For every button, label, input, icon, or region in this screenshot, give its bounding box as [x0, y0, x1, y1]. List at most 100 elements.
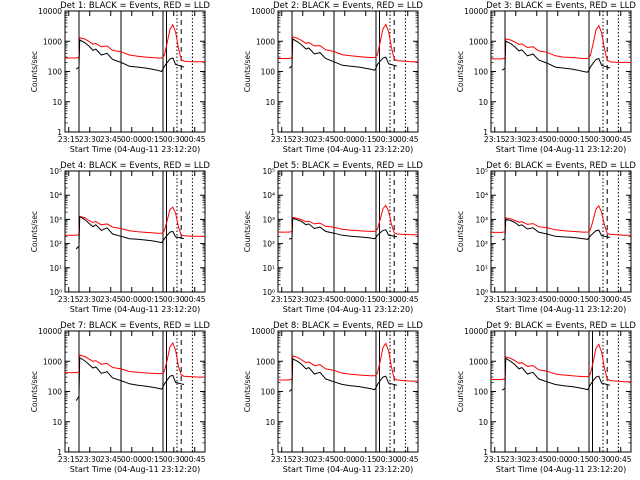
- y-tick-label: 10: [265, 98, 275, 107]
- panel-title: Det 5: BLACK = Events, RED = LLD: [273, 161, 423, 171]
- series-events-black: [288, 38, 398, 71]
- x-tick-label: 23:45: [526, 295, 548, 304]
- series-lld-red: [491, 204, 631, 236]
- plot-frame: [490, 330, 632, 453]
- plot-frame: [277, 10, 419, 133]
- y-tick-label: 10³: [475, 215, 488, 224]
- x-tick-label: 23:45: [100, 135, 122, 144]
- y-tick-label: 10⁰: [475, 288, 488, 297]
- y-tick-label: 10: [478, 98, 488, 107]
- x-tick-label: 00:15: [355, 135, 377, 144]
- x-axis-label: Start Time (04-Aug-11 23:12:20): [70, 145, 201, 154]
- y-tick-label: 10000: [251, 327, 275, 336]
- panel-det-5: Det 5: BLACK = Events, RED = LLD 10⁰ 10¹ 10…: [243, 161, 423, 314]
- panel-title: Det 8: BLACK = Events, RED = LLD: [273, 321, 423, 331]
- x-tick-label: 00:45: [184, 455, 206, 464]
- x-tick-label: 23:45: [100, 295, 122, 304]
- x-tick-label: 23:30: [292, 455, 314, 464]
- x-tick-label: 23:30: [505, 455, 527, 464]
- x-tick-label: 00:00: [121, 455, 143, 464]
- y-tick-label: 10²: [475, 240, 488, 249]
- x-axis-label: Start Time (04-Aug-11 23:12:20): [283, 305, 414, 314]
- x-tick-label: 00:00: [334, 135, 356, 144]
- panel-title: Det 3: BLACK = Events, RED = LLD: [486, 1, 636, 11]
- x-tick-label: 00:30: [163, 135, 185, 144]
- panel-title: Det 9: BLACK = Events, RED = LLD: [486, 321, 636, 331]
- x-tick-label: 00:15: [142, 295, 164, 304]
- y-tick-label: 10000: [464, 7, 488, 16]
- x-tick-label: 00:45: [610, 135, 632, 144]
- y-tick-label: 100: [474, 388, 489, 397]
- y-axis-label: Counts/sec: [243, 51, 252, 92]
- x-tick-label: 23:45: [526, 135, 548, 144]
- y-tick-label: 1000: [43, 357, 62, 366]
- panel-det-8: Det 8: BLACK = Events, RED = LLD 1 10 100 10…: [243, 321, 423, 474]
- series-lld-red: [278, 23, 418, 63]
- x-tick-label: 23:15: [271, 455, 293, 464]
- x-axis-label: Start Time (04-Aug-11 23:12:20): [70, 305, 201, 314]
- series-lld-red: [278, 204, 418, 236]
- y-axis-label: Counts/sec: [456, 211, 465, 252]
- x-tick-label: 00:00: [121, 295, 143, 304]
- y-axis-label: Counts/sec: [30, 211, 39, 252]
- y-tick-label: 100: [261, 388, 276, 397]
- x-tick-label: 23:15: [58, 135, 80, 144]
- y-tick-label: 10⁴: [49, 191, 62, 200]
- panel-det-9: Det 9: BLACK = Events, RED = LLD 1 10 100 10…: [456, 321, 636, 474]
- x-tick-label: 23:30: [79, 455, 101, 464]
- x-tick-label: 00:30: [376, 135, 398, 144]
- x-tick-label: 00:15: [142, 455, 164, 464]
- x-tick-label: 23:45: [313, 455, 335, 464]
- y-tick-label: 10: [52, 418, 62, 427]
- y-tick-label: 1: [483, 128, 488, 137]
- x-tick-label: 00:00: [334, 295, 356, 304]
- series-events-black: [75, 356, 185, 401]
- panel-det-1: Det 1: BLACK = Events, RED = LLD 1 10 100 10…: [30, 1, 210, 154]
- panel-title: Det 4: BLACK = Events, RED = LLD: [60, 161, 210, 171]
- y-tick-label: 1: [57, 128, 62, 137]
- x-axis-label: Start Time (04-Aug-11 23:12:20): [283, 145, 414, 154]
- x-axis-label: Start Time (04-Aug-11 23:12:20): [283, 465, 414, 474]
- y-tick-label: 1: [483, 448, 488, 457]
- y-tick-label: 100: [474, 68, 489, 77]
- x-tick-label: 00:45: [610, 455, 632, 464]
- panel-title: Det 7: BLACK = Events, RED = LLD: [60, 321, 210, 331]
- plot-frame: [277, 330, 419, 453]
- x-tick-label: 00:45: [184, 135, 206, 144]
- x-tick-label: 00:00: [121, 135, 143, 144]
- x-tick-label: 00:45: [184, 295, 206, 304]
- x-tick-label: 23:15: [271, 135, 293, 144]
- x-tick-label: 00:00: [547, 455, 569, 464]
- x-tick-label: 23:15: [58, 455, 80, 464]
- x-axis-label: Start Time (04-Aug-11 23:12:20): [496, 465, 627, 474]
- y-tick-label: 10: [478, 418, 488, 427]
- y-tick-label: 10⁴: [475, 191, 488, 200]
- x-tick-label: 00:30: [589, 455, 611, 464]
- y-tick-label: 10000: [38, 327, 62, 336]
- x-tick-label: 00:00: [547, 295, 569, 304]
- x-tick-label: 23:45: [526, 455, 548, 464]
- panel-title: Det 1: BLACK = Events, RED = LLD: [60, 1, 210, 11]
- y-axis-label: Counts/sec: [30, 51, 39, 92]
- y-tick-label: 10: [265, 418, 275, 427]
- x-tick-label: 00:15: [568, 135, 590, 144]
- y-tick-label: 10⁰: [262, 288, 275, 297]
- y-tick-label: 10³: [49, 215, 62, 224]
- y-tick-label: 100: [48, 388, 63, 397]
- series-events-black: [75, 215, 185, 250]
- panel-det-3: Det 3: BLACK = Events, RED = LLD 1 10 100 10…: [456, 1, 636, 154]
- series-lld-red: [491, 24, 631, 63]
- y-tick-label: 10⁴: [262, 191, 275, 200]
- series-events-black: [501, 357, 611, 391]
- y-tick-label: 1: [57, 448, 62, 457]
- series-events-black: [501, 40, 611, 73]
- x-tick-label: 23:30: [79, 135, 101, 144]
- y-tick-label: 1000: [256, 37, 275, 46]
- x-axis-label: Start Time (04-Aug-11 23:12:20): [70, 465, 201, 474]
- x-tick-label: 23:30: [505, 135, 527, 144]
- x-tick-label: 23:30: [79, 295, 101, 304]
- x-tick-label: 00:30: [163, 295, 185, 304]
- x-tick-label: 23:15: [271, 295, 293, 304]
- y-axis-label: Counts/sec: [456, 371, 465, 412]
- x-tick-label: 23:30: [292, 295, 314, 304]
